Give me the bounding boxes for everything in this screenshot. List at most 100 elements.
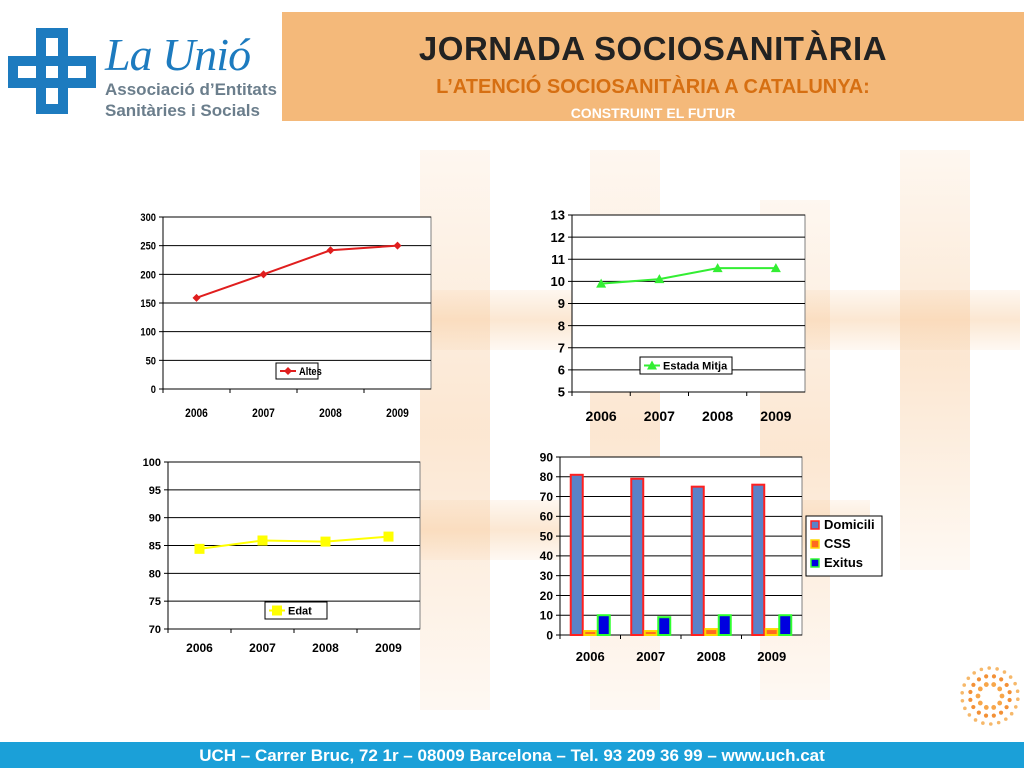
legend-label: CSS xyxy=(824,536,851,551)
legend-swatch xyxy=(810,558,820,568)
x-tick-label: 2006 xyxy=(186,641,213,655)
y-tick-label: 250 xyxy=(140,241,156,253)
y-tick-label: 200 xyxy=(140,270,156,282)
header-band: JORNADA SOCIOSANITÀRIA L’ATENCIÓ SOCIOSA… xyxy=(282,12,1024,121)
y-tick-label: 50 xyxy=(540,529,554,543)
sun-dot xyxy=(1009,711,1014,716)
sun-dot xyxy=(962,683,967,687)
y-tick-label: 6 xyxy=(558,363,565,378)
chart-estada-mitja: 5 6 7 8 9 10 11 12 13 2006 2007 2008 2009 Estada Mitj… xyxy=(551,208,806,424)
series-line xyxy=(601,267,776,285)
sun-dot xyxy=(1008,675,1013,679)
x-tick-label: 2008 xyxy=(312,641,339,655)
sun-dot xyxy=(991,705,997,710)
legend-swatch xyxy=(810,539,820,549)
y-tick-label: 0 xyxy=(546,628,553,642)
sun-dot xyxy=(977,700,983,706)
legend-marker xyxy=(272,605,282,616)
legend-label: Estada Mitja xyxy=(663,361,728,373)
x-tick-label: 2007 xyxy=(249,641,276,655)
bar xyxy=(583,630,598,637)
sun-dot xyxy=(983,705,989,710)
y-tick-label: 5 xyxy=(558,385,565,400)
y-tick-label: 9 xyxy=(558,296,565,311)
plot-area xyxy=(559,456,803,636)
y-tick-label: 150 xyxy=(140,298,156,310)
x-tick-label: 2006 xyxy=(586,408,617,424)
x-tick-label: 2009 xyxy=(386,407,409,420)
sun-dot xyxy=(998,710,1004,715)
y-tick-label: 85 xyxy=(149,540,161,552)
y-tick-label: 100 xyxy=(143,457,161,469)
logo-name: La Unió xyxy=(105,29,251,80)
sun-dot xyxy=(972,671,976,675)
x-tick-label: 2008 xyxy=(697,649,726,664)
data-point xyxy=(259,270,268,279)
sun-dot xyxy=(967,713,972,717)
sun-dot xyxy=(968,689,973,695)
bar xyxy=(569,473,584,636)
bar xyxy=(717,614,732,637)
y-tick-label: 90 xyxy=(540,450,554,464)
sun-dot xyxy=(995,667,999,671)
sun-dot xyxy=(987,666,992,670)
page-subtitle-2: CONSTRUINT EL FUTUR xyxy=(570,105,736,121)
bar xyxy=(778,614,793,637)
logo-line2: Sanitàries i Socials xyxy=(105,101,260,120)
y-tick-label: 95 xyxy=(149,485,161,497)
data-point xyxy=(770,263,781,273)
sun-dot xyxy=(999,693,1005,699)
y-tick-label: 12 xyxy=(551,230,565,245)
series-line xyxy=(196,244,398,299)
sun-dot xyxy=(976,710,981,715)
chart-altes: 0 50 100 150 200 250 300 2006 2007 2008 2009 Altes xyxy=(140,212,432,420)
y-tick-label: 75 xyxy=(149,596,161,608)
sun-dot xyxy=(991,674,997,679)
sun-dot xyxy=(1004,705,1009,710)
x-tick-label: 2007 xyxy=(252,407,275,420)
bar xyxy=(657,616,672,636)
sun-dot xyxy=(996,720,1001,725)
x-tick-label: 2007 xyxy=(644,408,675,424)
sun-dot xyxy=(1013,681,1017,686)
y-tick-label: 20 xyxy=(540,589,554,603)
logo-line1: Associació d’Entitats xyxy=(105,80,277,99)
sun-dot xyxy=(997,700,1003,706)
data-point xyxy=(654,274,665,284)
data-point xyxy=(596,278,607,288)
y-tick-label: 80 xyxy=(149,568,161,580)
y-tick-label: 50 xyxy=(146,356,157,368)
sun-dot xyxy=(975,693,981,699)
legend-marker xyxy=(647,360,657,370)
chart-edat: 70 75 80 85 90 95 100 2006 2007 2008 2009 Edat xyxy=(143,457,421,655)
y-tick-label: 10 xyxy=(551,274,565,289)
sun-dot xyxy=(960,691,964,695)
x-tick-label: 2009 xyxy=(760,408,791,424)
sun-dot xyxy=(997,686,1003,692)
y-tick-label: 70 xyxy=(149,624,161,636)
x-tick-label: 2009 xyxy=(757,649,786,664)
data-point xyxy=(393,241,402,250)
legend-swatch xyxy=(810,520,820,530)
data-point xyxy=(320,536,331,547)
sun-dot xyxy=(1013,705,1018,709)
sun-dot xyxy=(983,682,989,687)
page-title: JORNADA SOCIOSANITÀRIA xyxy=(418,30,888,67)
sun-dot xyxy=(984,674,989,679)
sun-dot xyxy=(966,676,971,681)
sun-dot xyxy=(971,704,976,710)
y-tick-label: 7 xyxy=(558,340,565,355)
y-tick-label: 80 xyxy=(540,470,554,484)
footer: UCH – Carrer Bruc, 72 1r – 08009 Barcelo… xyxy=(0,742,1024,768)
y-tick-label: 90 xyxy=(149,513,161,525)
legend-box xyxy=(639,356,733,375)
x-tick-label: 2006 xyxy=(185,407,208,420)
legend-marker xyxy=(284,367,292,375)
data-point xyxy=(383,531,394,542)
legend-label: Edat xyxy=(288,606,312,618)
sun-dot xyxy=(1015,689,1020,694)
bar xyxy=(690,485,705,636)
y-tick-label: 11 xyxy=(551,252,565,267)
y-tick-label: 30 xyxy=(540,569,554,583)
y-tick-label: 10 xyxy=(540,609,554,623)
